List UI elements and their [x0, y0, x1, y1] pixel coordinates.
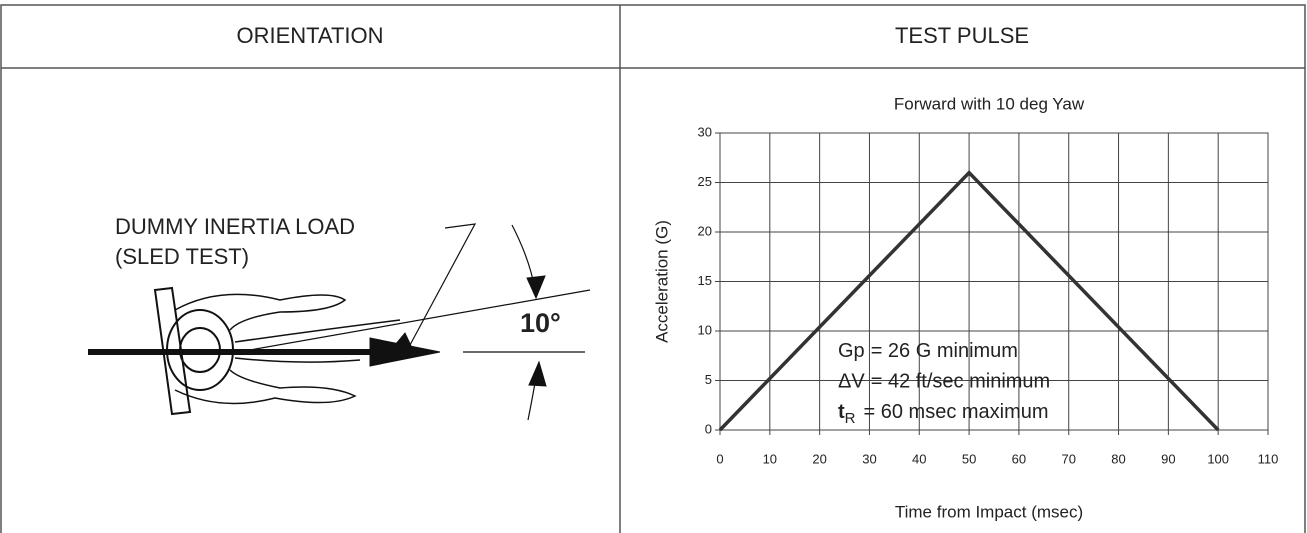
orientation-diagram: DUMMY INERTIA LOAD (SLED TEST) 10°: [88, 214, 590, 420]
x-tick-label: 90: [1161, 451, 1175, 466]
x-tick-label: 70: [1061, 451, 1075, 466]
annotation-text: = 26 G minimum: [871, 340, 1018, 362]
y-tick-label: 5: [705, 372, 712, 387]
y-tick-label: 10: [698, 322, 712, 337]
x-tick-label: 110: [1258, 451, 1279, 466]
annotation: ΔV = 42 ft/sec minimum: [838, 371, 1050, 393]
y-tick-label: 20: [698, 223, 712, 238]
annotation-text: = 60 msec maximum: [864, 401, 1049, 423]
annotation: Gp = 26 G minimum: [838, 340, 1018, 362]
header: TEST PULSE: [895, 23, 1029, 48]
x-tick-label: 0: [716, 451, 723, 466]
x-tick-label: 10: [763, 451, 777, 466]
page: ORIENTATION TEST PULSE DUMMY INERTIA LOA…: [0, 0, 1307, 533]
annotation-label: Gp: [838, 340, 865, 362]
y-tick-label: 0: [705, 421, 712, 436]
x-tick-label: 40: [912, 451, 926, 466]
annotation: tR= 60 msec maximum: [838, 401, 1049, 427]
x-tick-label: 80: [1111, 451, 1125, 466]
x-tick-label: 60: [1012, 451, 1026, 466]
y-tick-label: 30: [698, 124, 712, 139]
y-tick-label: 25: [698, 174, 712, 189]
chart-title: Forward with 10 deg Yaw: [894, 94, 1085, 113]
label: (SLED TEST): [115, 244, 249, 269]
label: DUMMY INERTIA LOAD: [115, 214, 355, 239]
annotation-text: = 42 ft/sec minimum: [871, 371, 1051, 393]
x-tick-label: 50: [962, 451, 976, 466]
annotation-subscript: R: [845, 410, 856, 427]
angle-label: 10°: [520, 308, 561, 338]
y-tick-label: 15: [698, 273, 712, 288]
x-tick-label: 20: [812, 451, 826, 466]
x-axis-label: Time from Impact (msec): [895, 502, 1083, 521]
annotation-label: ΔV: [838, 371, 865, 393]
header: ORIENTATION: [236, 23, 383, 48]
x-tick-label: 30: [862, 451, 876, 466]
x-tick-label: 100: [1207, 451, 1229, 466]
y-axis-label: Acceleration (G): [652, 220, 671, 343]
